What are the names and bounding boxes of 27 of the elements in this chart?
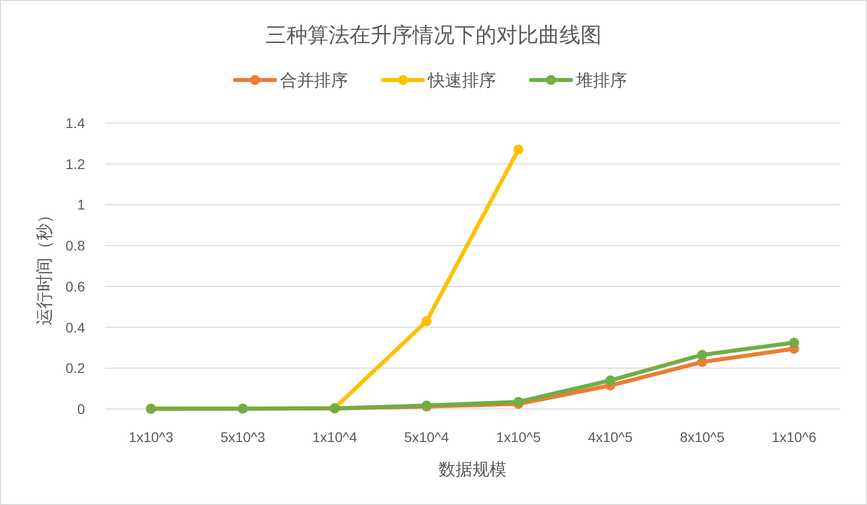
x-tick-label: 5x10^4 xyxy=(404,429,450,445)
point xyxy=(513,144,524,155)
x-tick-label: 4x10^5 xyxy=(588,429,633,445)
x-tick-label: 8x10^5 xyxy=(680,429,725,445)
x-tick-label: 5x10^3 xyxy=(220,429,266,445)
point xyxy=(605,375,616,386)
y-tick-label: 0.8 xyxy=(66,238,86,254)
point xyxy=(697,350,708,360)
x-tick-label: 1x10^3 xyxy=(128,429,174,445)
point xyxy=(789,338,800,348)
point xyxy=(422,316,432,326)
x-axis-title: 数据规模 xyxy=(438,460,506,479)
x-tick-label: 1x10^4 xyxy=(312,429,358,445)
legend-label: 堆排序 xyxy=(575,71,627,90)
y-tick-label: 0 xyxy=(77,401,86,417)
chart-title: 三种算法在升序情况下的对比曲线图 xyxy=(266,24,602,47)
x-tick-label: 1x10^6 xyxy=(772,429,817,445)
y-tick-label: 0.4 xyxy=(66,319,86,336)
y-tick-label: 0.6 xyxy=(66,278,86,294)
y-axis-title: 运行时间（秒） xyxy=(35,206,54,326)
y-tick-label: 1 xyxy=(77,196,86,213)
legend-label: 合并排序 xyxy=(280,71,348,90)
y-tick-label: 1.2 xyxy=(66,156,86,172)
y-tick-label: 1.4 xyxy=(66,115,86,131)
legend-label: 快速排序 xyxy=(427,71,496,90)
x-tick-label: 1x10^5 xyxy=(496,429,542,445)
y-tick-label: 0.2 xyxy=(66,360,86,376)
